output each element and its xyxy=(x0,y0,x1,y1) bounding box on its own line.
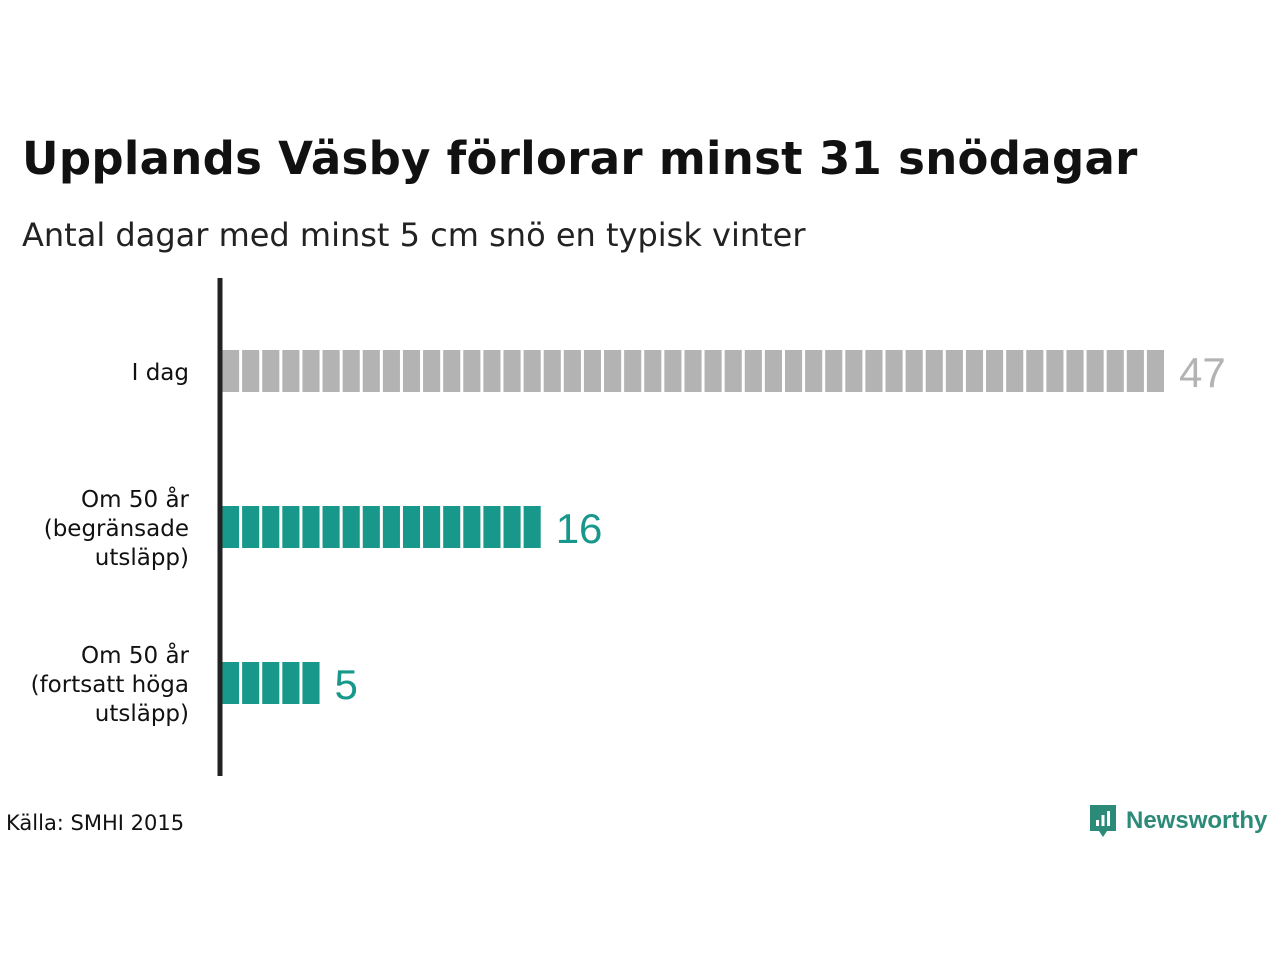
bar-2 xyxy=(222,506,541,548)
bar-segment xyxy=(925,350,943,392)
bar-segment xyxy=(1006,350,1024,392)
category-label: Om 50 år (begränsade utsläpp) xyxy=(44,485,190,571)
bar-segment xyxy=(362,506,380,548)
bar-segment xyxy=(986,350,1004,392)
bar-segment xyxy=(1086,350,1104,392)
bar-segment xyxy=(704,350,722,392)
bar-segment xyxy=(805,350,823,392)
bar-segment xyxy=(302,506,320,548)
bar-segment xyxy=(342,350,360,392)
bar-segment xyxy=(1066,350,1084,392)
bar-1 xyxy=(222,350,1164,392)
bar-segment xyxy=(262,350,280,392)
category-label: I dag xyxy=(132,360,189,386)
bar-segment xyxy=(222,350,240,392)
value-label: 16 xyxy=(556,505,603,552)
bars-layer xyxy=(222,350,1164,704)
category-label-line: Om 50 år xyxy=(81,485,189,513)
bar-3 xyxy=(222,662,320,704)
bar-segment xyxy=(322,506,340,548)
bar-segment xyxy=(222,506,240,548)
bar-segment xyxy=(503,506,521,548)
bar-segment xyxy=(503,350,521,392)
bar-segment xyxy=(664,350,682,392)
category-label-line: (begränsade xyxy=(44,516,189,542)
bar-segment xyxy=(583,350,602,392)
bar-segment xyxy=(262,662,280,704)
bar-segment xyxy=(322,350,340,392)
bar-segment xyxy=(463,506,481,548)
bar-segment xyxy=(905,350,923,392)
category-label-line: (fortsatt höga xyxy=(31,672,189,698)
bar-segment xyxy=(945,350,963,392)
bar-segment xyxy=(443,350,461,392)
brand-logo[interactable]: Newsworthy xyxy=(1088,803,1267,839)
bar-segment xyxy=(402,350,421,392)
bar-segment xyxy=(1106,350,1124,392)
bar-segment xyxy=(402,506,421,548)
bar-segment xyxy=(1146,350,1164,392)
chart-subtitle: Antal dagar med minst 5 cm snö en typisk… xyxy=(22,216,806,254)
bar-segment xyxy=(784,350,803,392)
bar-segment xyxy=(242,506,260,548)
bar-segment xyxy=(845,350,863,392)
category-label-line: Om 50 år xyxy=(81,641,189,669)
bar-segment xyxy=(483,506,501,548)
newsworthy-logo-icon xyxy=(1090,805,1116,837)
bar-segment xyxy=(382,506,400,548)
category-label-line: utsläpp) xyxy=(95,701,189,727)
category-label: Om 50 år (fortsatt höga utsläpp) xyxy=(31,641,190,727)
bar-segment xyxy=(302,350,320,392)
bar-segment xyxy=(362,350,380,392)
bar-segment xyxy=(724,350,742,392)
bar-segment xyxy=(1026,350,1044,392)
bar-segment xyxy=(865,350,883,392)
bar-segment xyxy=(543,350,561,392)
bar-segment xyxy=(423,506,441,548)
source-note: Källa: SMHI 2015 xyxy=(6,811,185,835)
bar-segment xyxy=(1046,350,1064,392)
bar-segment xyxy=(222,662,240,704)
bar-segment xyxy=(764,350,782,392)
bar-segment xyxy=(523,350,541,392)
bar-segment xyxy=(1126,350,1144,392)
brand-name: Newsworthy xyxy=(1126,807,1268,834)
bar-segment xyxy=(463,350,481,392)
bar-segment xyxy=(965,350,984,392)
bar-segment xyxy=(382,350,400,392)
bar-segment xyxy=(523,506,541,548)
bar-segment xyxy=(443,506,461,548)
bar-segment xyxy=(282,662,300,704)
bar-segment xyxy=(282,350,300,392)
category-label-line: utsläpp) xyxy=(95,545,189,571)
bar-segment xyxy=(885,350,903,392)
bar-segment xyxy=(242,662,260,704)
value-label: 47 xyxy=(1179,349,1226,396)
bar-segment xyxy=(423,350,441,392)
bar-segment xyxy=(242,350,260,392)
category-label-line: I dag xyxy=(132,360,189,386)
bar-segment xyxy=(262,506,280,548)
bar-segment xyxy=(624,350,642,392)
value-label: 5 xyxy=(335,661,358,708)
bar-segment xyxy=(563,350,581,392)
bar-segment xyxy=(604,350,622,392)
bar-segment xyxy=(684,350,702,392)
bar-segment xyxy=(282,506,300,548)
value-labels: 47 16 5 xyxy=(335,349,1226,708)
bar-segment xyxy=(302,662,320,704)
bar-segment xyxy=(483,350,501,392)
bar-segment xyxy=(825,350,843,392)
chart-title: Upplands Väsby förlorar minst 31 snödaga… xyxy=(22,132,1138,185)
bar-segment xyxy=(342,506,360,548)
bar-segment xyxy=(744,350,762,392)
bar-segment xyxy=(644,350,662,392)
